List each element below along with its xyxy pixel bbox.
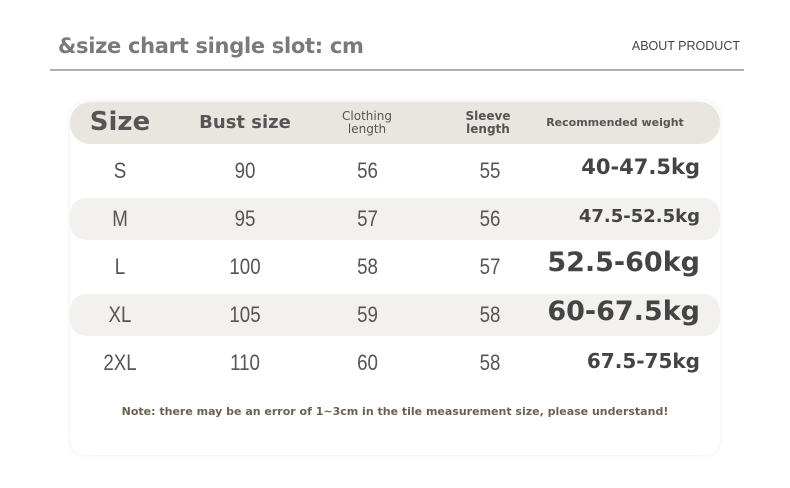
cell-size: XL xyxy=(108,302,132,328)
cell-bust: 90 xyxy=(234,158,256,184)
cell-size: M xyxy=(112,206,128,232)
col-size: Size xyxy=(89,107,151,138)
about-product-link[interactable]: ABOUT PRODUCT xyxy=(631,39,740,53)
cell-bust: 105 xyxy=(229,302,261,328)
cell-bust: 100 xyxy=(229,254,261,280)
table-row: L 100 58 57 52.5-60kg xyxy=(70,246,720,288)
cell-clothing: 59 xyxy=(357,302,378,328)
table-row: M 95 57 56 47.5-52.5kg xyxy=(70,198,720,240)
cell-size: S xyxy=(113,158,127,184)
col-bust: Bust size xyxy=(199,111,291,133)
cell-weight: 52.5-60kg xyxy=(547,246,700,278)
cell-clothing: 60 xyxy=(357,350,378,376)
col-weight: Recommended weight xyxy=(546,116,684,130)
cell-weight: 67.5-75kg xyxy=(586,348,700,373)
divider xyxy=(50,69,744,71)
cell-weight: 60-67.5kg xyxy=(547,295,700,327)
cell-clothing: 57 xyxy=(357,206,378,232)
cell-sleeve: 56 xyxy=(479,206,501,232)
cell-weight: 47.5-52.5kg xyxy=(578,205,700,227)
cell-sleeve: 58 xyxy=(479,350,501,376)
table-row: XL 105 59 58 60-67.5kg xyxy=(70,294,720,336)
page-title: &size chart single slot: cm xyxy=(58,34,364,58)
cell-sleeve: 55 xyxy=(479,158,501,184)
table-header: Size Bust size Clothing length Sleeve le… xyxy=(70,102,720,144)
cell-weight: 40-47.5kg xyxy=(581,154,700,179)
cell-sleeve: 57 xyxy=(479,254,501,280)
col-clothing-length: Clothing length xyxy=(342,109,392,136)
measurement-note: Note: there may be an error of 1~3cm in … xyxy=(121,405,669,418)
cell-clothing: 56 xyxy=(357,158,378,184)
cell-size: 2XL xyxy=(103,350,137,376)
table-row: 2XL 110 60 58 67.5-75kg xyxy=(70,342,720,384)
cell-clothing: 58 xyxy=(357,254,378,280)
cell-bust: 95 xyxy=(234,206,256,232)
col-sleeve-length: Sleeve length xyxy=(465,109,511,136)
cell-bust: 110 xyxy=(230,350,260,376)
cell-sleeve: 58 xyxy=(479,302,501,328)
cell-size: L xyxy=(114,254,126,280)
table-row: S 90 56 55 40-47.5kg xyxy=(70,150,720,192)
size-table-card xyxy=(70,102,720,455)
